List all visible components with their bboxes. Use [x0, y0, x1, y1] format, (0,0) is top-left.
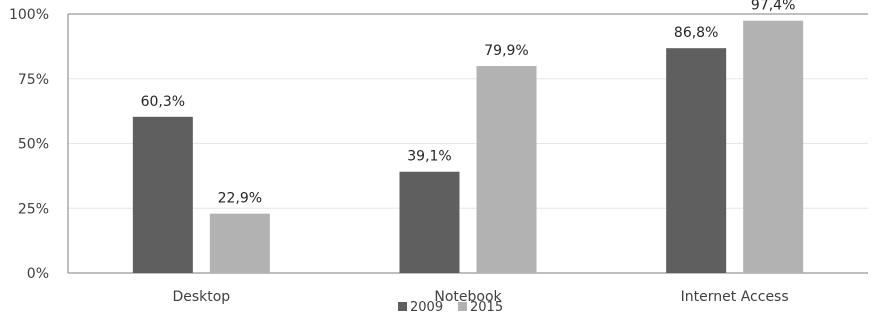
- data-label: 79,9%: [484, 43, 528, 59]
- data-labels: 60,3% 22,9% 39,1% 79,9% 86,8% 97,4%: [141, 0, 796, 207]
- legend-swatch-2015: [458, 302, 467, 311]
- bar-2015-notebook: [476, 66, 537, 274]
- grid-lines: [68, 13, 868, 209]
- axes: 0% 25% 50% 75% 100% Desktop Notebook Internet A…: [9, 7, 868, 305]
- legend-label-2009: 2009: [410, 300, 443, 315]
- y-tick-label: 50%: [18, 137, 49, 153]
- bar-2009-notebook: [399, 171, 460, 273]
- data-label: 39,1%: [407, 149, 451, 165]
- data-label: 22,9%: [218, 191, 262, 207]
- data-label: 60,3%: [141, 94, 185, 110]
- y-tick-label: 25%: [18, 201, 49, 217]
- y-tick-label: 100%: [9, 7, 49, 23]
- y-tick-label: 75%: [18, 72, 49, 88]
- bar-2015-internet-access: [743, 20, 804, 274]
- data-label: 97,4%: [751, 0, 795, 14]
- y-tick-label: 0%: [27, 266, 49, 282]
- x-tick-label: Internet Access: [681, 289, 789, 305]
- x-tick-label: Notebook: [434, 289, 502, 305]
- bar-2009-internet-access: [666, 48, 727, 273]
- x-tick-label: Desktop: [172, 289, 230, 305]
- legend-label-2015: 2015: [470, 300, 503, 315]
- bars: [132, 20, 804, 274]
- legend: 2009 2015: [398, 300, 503, 315]
- legend-swatch-2009: [398, 302, 407, 311]
- bar-2015-desktop: [209, 213, 270, 273]
- data-label: 86,8%: [674, 25, 718, 41]
- bar-2009-desktop: [132, 116, 193, 273]
